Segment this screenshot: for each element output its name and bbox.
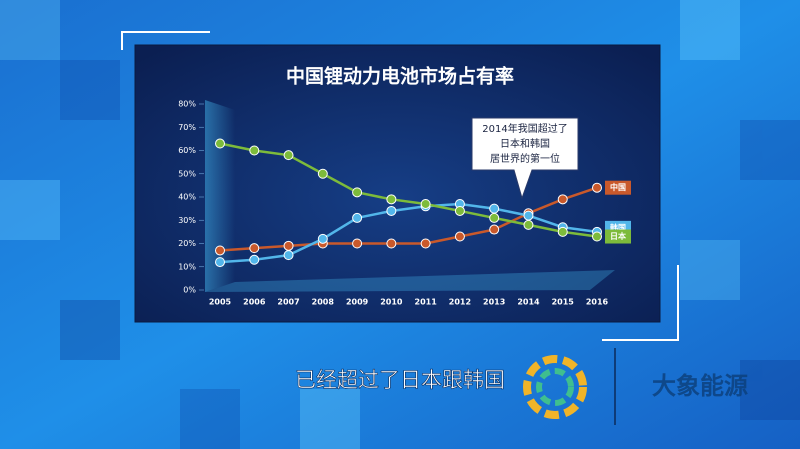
x-tick-label: 2011 [415,298,438,307]
data-point [557,226,568,237]
x-tick-label: 2010 [380,298,403,307]
data-point [557,194,568,205]
data-point [317,168,328,179]
y-tick-label: 50% [178,169,196,178]
data-point [454,205,465,216]
chart-title: 中国锂动力电池市场占有率 [286,65,514,88]
legend-label: 日本 [610,231,626,241]
data-point [489,203,500,214]
frame-corner [602,265,679,341]
x-tick-label: 2008 [312,298,335,307]
annotation: 2014年我国超过了 日本和韩国 居世界的第一位 [471,117,579,200]
data-point [215,257,225,268]
data-point [420,238,431,249]
data-point [249,254,260,265]
data-point [352,238,363,249]
x-tick-label: 2009 [346,298,369,307]
x-tick-label: 2013 [483,298,505,307]
y-tick-label: 60% [178,146,196,155]
frame-corner [121,31,210,50]
data-point [523,219,534,230]
y-tick-label: 20% [178,239,196,248]
x-tick-label: 2012 [449,298,471,307]
series-line [219,202,598,264]
x-tick-label: 2016 [586,298,609,307]
data-point [489,224,500,235]
data-point [352,212,363,223]
y-tick-label: 30% [178,216,196,225]
chart-wall [205,100,235,292]
data-point [249,243,260,254]
data-point [283,250,294,261]
data-point [592,182,602,193]
series-line [219,186,598,252]
series-line [219,142,598,238]
annotation-line: 2014年我国超过了 [482,122,567,135]
data-point [249,145,260,156]
legend-label: 韩国 [610,222,626,232]
y-tick-label: 40% [178,193,196,202]
data-point [523,210,534,221]
chart-floor [205,270,615,292]
x-tick-label: 2014 [517,298,540,307]
x-tick-label: 2007 [277,298,299,307]
watermark: 大象能源 [652,372,748,400]
legend-swatch [605,229,631,244]
data-point [215,138,225,149]
annotation-line: 居世界的第一位 [490,152,560,165]
y-tick-label: 0% [183,286,196,295]
data-point [352,187,363,198]
data-point [489,212,500,223]
data-point [592,231,602,242]
data-point [386,194,397,205]
data-point [386,238,397,249]
annotation-bubble [471,117,579,200]
data-point [283,150,294,161]
caption: 已经超过了日本跟韩国 [295,368,505,392]
legend-label: 中国 [610,182,626,192]
data-point [454,231,465,242]
x-tick-label: 2015 [552,298,575,307]
annotation-line: 日本和韩国 [500,137,550,150]
data-point [420,198,431,209]
y-tick-label: 80% [178,100,196,109]
logo [523,355,587,419]
x-tick-label: 2005 [209,298,232,307]
data-point [215,245,225,256]
data-point [283,240,294,251]
data-point [386,205,397,216]
plot: 0% 10% 20% 30% 40% 50% 60% 70% 80% 2005 2006 2007 20… [178,100,631,307]
x-tick-label: 2006 [243,298,266,307]
y-tick-label: 10% [178,262,196,271]
y-tick-label: 70% [178,123,196,132]
data-point [317,233,328,244]
legend-swatch [605,180,631,195]
